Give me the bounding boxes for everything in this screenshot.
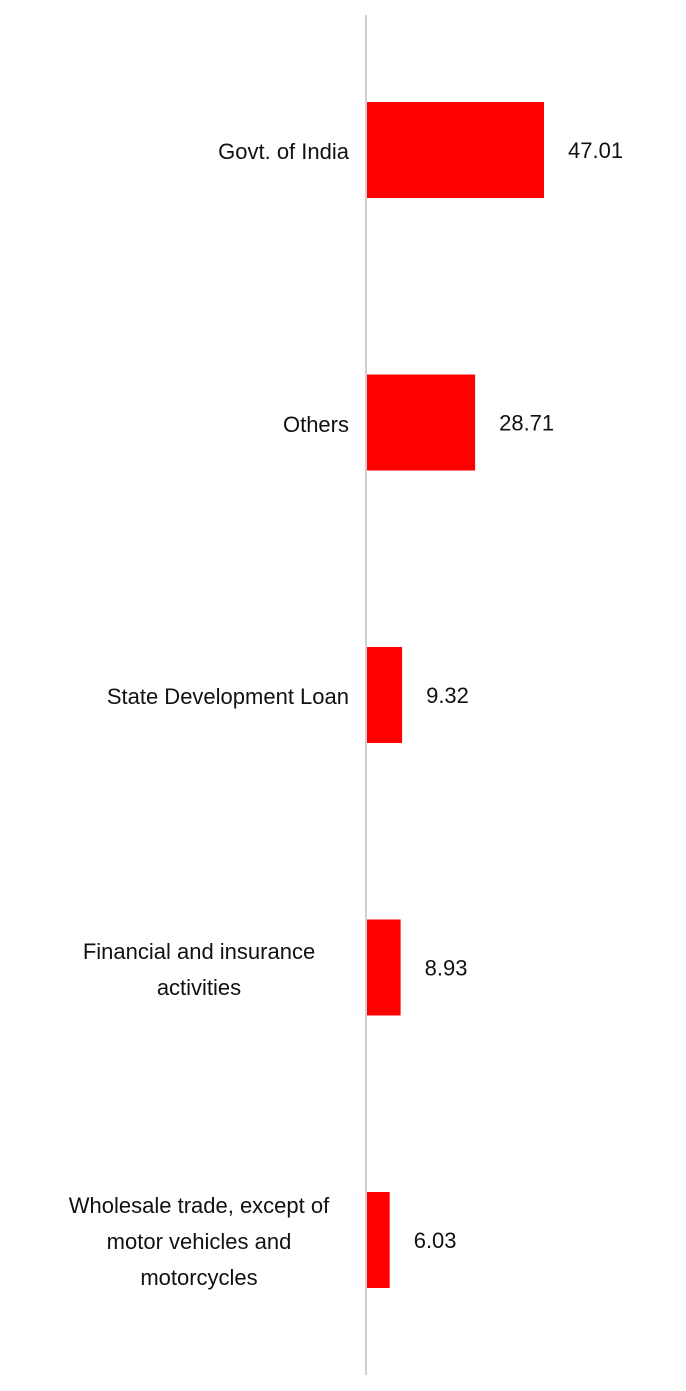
bar (367, 919, 401, 1016)
category-label: Others (282, 411, 349, 437)
value-label: 6.03 (414, 1228, 457, 1253)
bar (367, 102, 544, 198)
value-label: 9.32 (426, 683, 469, 708)
bar (367, 647, 403, 743)
value-label: 8.93 (425, 955, 468, 980)
category-label: State Development Loan (106, 684, 349, 709)
bar (367, 374, 476, 471)
bar (367, 1192, 390, 1288)
value-label: 28.71 (499, 410, 554, 435)
category-label: Financial and insurance activities (82, 938, 316, 1000)
category-label: Wholesale trade, except of motor vehicle… (68, 1193, 330, 1290)
value-label: 47.01 (568, 138, 623, 163)
category-label: Govt. of India (218, 139, 349, 164)
